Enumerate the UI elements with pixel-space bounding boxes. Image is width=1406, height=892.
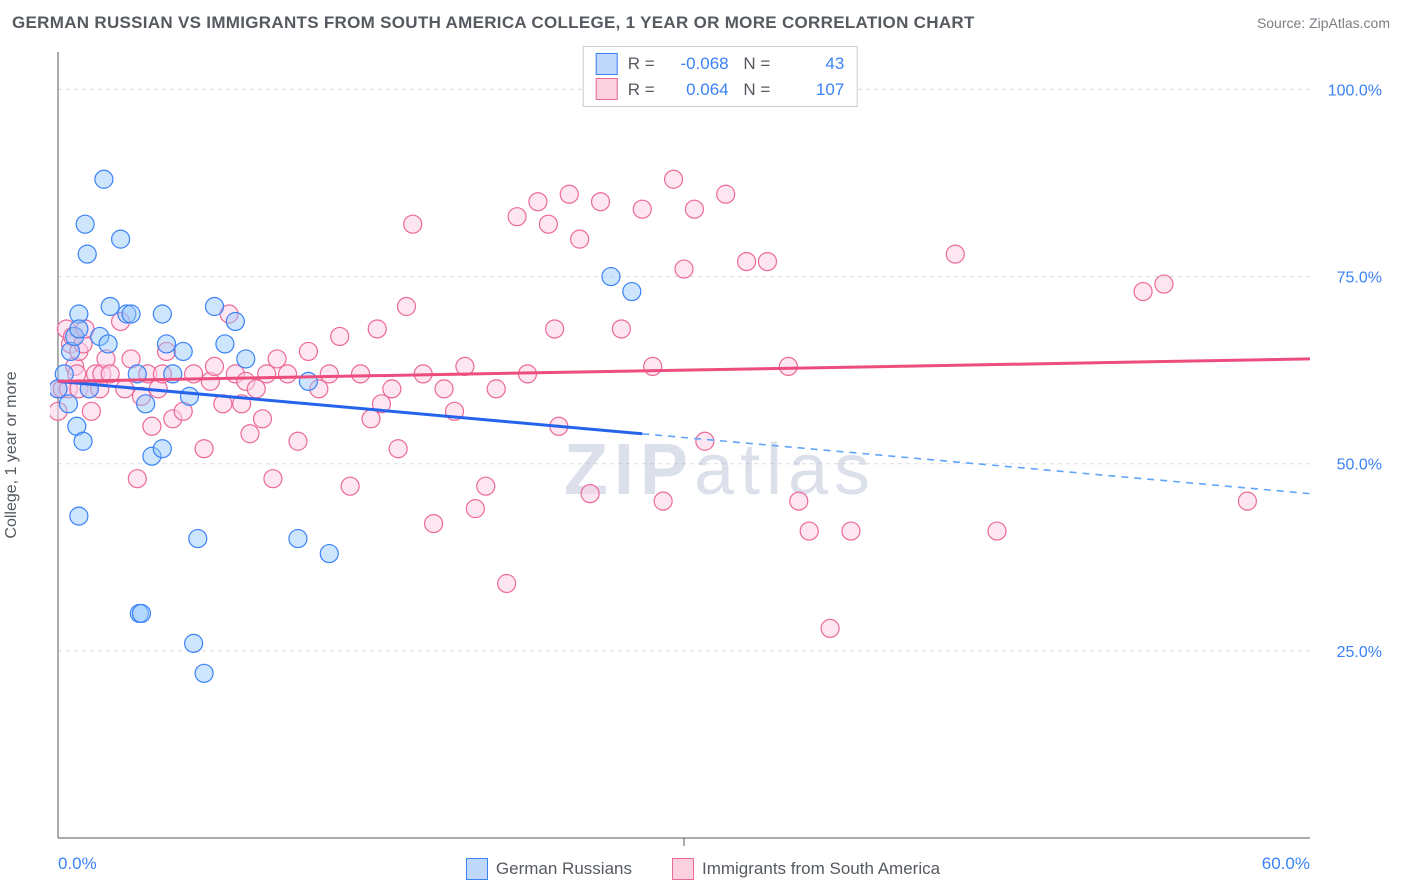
svg-text:75.0%: 75.0%: [1337, 270, 1382, 287]
r-label: R =: [628, 77, 655, 103]
y-axis-label: College, 1 year or more: [3, 371, 21, 538]
legend-item: German Russians: [466, 858, 632, 880]
svg-text:25.0%: 25.0%: [1337, 644, 1382, 661]
svg-text:50.0%: 50.0%: [1337, 457, 1382, 474]
chart-source: Source: ZipAtlas.com: [1257, 15, 1390, 31]
n-label: N =: [739, 77, 771, 103]
legend-item: Immigrants from South America: [672, 858, 940, 880]
svg-text:ZIPatlas: ZIPatlas: [564, 430, 876, 510]
chart-title: GERMAN RUSSIAN VS IMMIGRANTS FROM SOUTH …: [12, 13, 975, 33]
svg-text:100.0%: 100.0%: [1328, 82, 1382, 99]
r-value: 0.064: [665, 77, 729, 103]
n-label: N =: [739, 51, 771, 77]
stats-row: R = 0.064 N = 107: [596, 77, 845, 103]
legend-swatch: [672, 858, 694, 880]
stats-row: R = -0.068 N = 43: [596, 51, 845, 77]
n-value: 107: [780, 77, 844, 103]
stats-legend: R = -0.068 N = 43 R = 0.064 N = 107: [583, 46, 858, 107]
legend-swatch: [596, 53, 618, 75]
n-value: 43: [780, 51, 844, 77]
legend-swatch: [596, 78, 618, 100]
plot-area: 25.0% 50.0% 75.0% 100.0% ZIPatlas R = -0.068 …: [50, 46, 1390, 846]
legend-label: Immigrants from South America: [702, 859, 940, 878]
series-legend: German Russians Immigrants from South Ame…: [0, 846, 1406, 892]
chart-header: GERMAN RUSSIAN VS IMMIGRANTS FROM SOUTH …: [0, 0, 1406, 46]
legend-label: German Russians: [496, 859, 632, 878]
r-value: -0.068: [665, 51, 729, 77]
r-label: R =: [628, 51, 655, 77]
legend-swatch: [466, 858, 488, 880]
scatter-chart: 25.0% 50.0% 75.0% 100.0% ZIPatlas: [50, 46, 1390, 846]
